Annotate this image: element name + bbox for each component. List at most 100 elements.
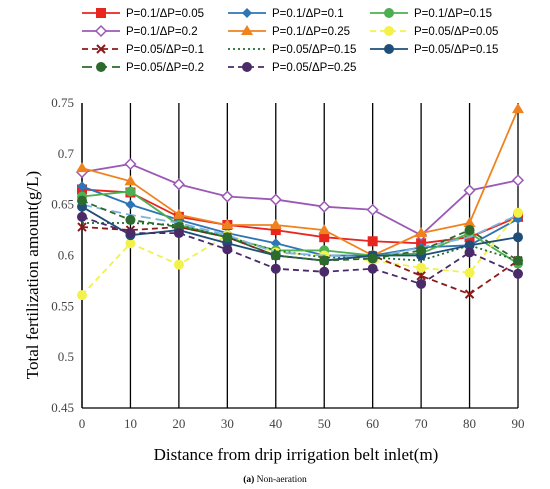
data-point (222, 232, 233, 243)
data-point (125, 199, 136, 210)
legend: P=0.1/ΔP=0.05 P=0.1/ΔP=0.1 P=0.1/ΔP=0.15 P=… (82, 8, 498, 74)
legend-label: P=0.05/ΔP=0.05 (414, 26, 498, 38)
data-point (125, 238, 136, 249)
y-axis-title: Total fertilization amount(g/L) (23, 171, 42, 379)
data-point (125, 214, 136, 225)
legend-marker (96, 44, 106, 54)
data-point (124, 157, 137, 171)
y-tick-label: 0.5 (58, 349, 74, 364)
legend-item: P=0.1/ΔP=0.2 (82, 24, 198, 38)
y-tick-label: 0.65 (51, 197, 74, 212)
series-line (81, 216, 519, 285)
data-point (513, 207, 523, 218)
data-point (319, 266, 330, 277)
legend-item: P=0.1/ΔP=0.15 (370, 8, 492, 20)
legend-item: P=0.1/ΔP=0.05 (82, 8, 204, 20)
series-12 (77, 211, 523, 289)
data-point (512, 103, 524, 114)
data-point (77, 222, 87, 232)
legend-marker (96, 8, 106, 18)
data-point (77, 195, 87, 206)
x-tick-label: 30 (221, 416, 234, 431)
data-point (463, 216, 476, 227)
series-line (81, 108, 519, 257)
legend-marker (384, 26, 394, 36)
legend-label: P=0.1/ΔP=0.1 (272, 8, 344, 20)
series-line (81, 212, 519, 296)
data-point (367, 236, 378, 247)
data-point (464, 240, 475, 251)
data-point (367, 263, 378, 274)
legend-label: P=0.1/ΔP=0.15 (414, 8, 492, 20)
series-line (81, 185, 519, 257)
data-point (416, 245, 427, 256)
series-line (81, 199, 519, 262)
legend-label: P=0.05/ΔP=0.2 (126, 62, 204, 74)
legend-marker (241, 25, 253, 35)
legend-marker-stroke (96, 44, 106, 54)
series-line (81, 188, 519, 245)
series-group (75, 103, 525, 301)
x-tick-label: 50 (318, 416, 331, 431)
series-11 (77, 195, 523, 266)
data-point (318, 224, 331, 235)
legend-label: P=0.05/ΔP=0.25 (272, 62, 356, 74)
data-point (270, 263, 281, 274)
series-line (82, 222, 519, 262)
legend-label: P=0.05/ΔP=0.15 (414, 44, 498, 56)
legend-item: P=0.1/ΔP=0.25 (228, 25, 350, 38)
x-tick-label: 90 (512, 416, 525, 431)
data-point (76, 162, 88, 173)
caption-text: Non-aeration (257, 475, 307, 485)
tick-labels: 0.45 0.5 0.55 0.6 0.65 0.7 0.75 0 10 20 30 40 50 60 70… (51, 95, 524, 431)
series-4 (75, 157, 525, 242)
figure-caption: (a) Non-aeration (243, 474, 307, 485)
data-point (415, 227, 428, 238)
data-point (367, 253, 378, 264)
data-point (319, 232, 330, 243)
data-point (416, 278, 427, 289)
data-point (464, 247, 475, 258)
data-point (221, 219, 234, 229)
series-line (81, 163, 519, 237)
data-point (270, 250, 281, 261)
legend-item: P=0.05/ΔP=0.15 (228, 44, 356, 56)
data-point (270, 225, 281, 236)
x-tick-label: 70 (415, 416, 428, 431)
legend-marker (384, 8, 394, 18)
data-point (464, 267, 475, 278)
x-tick-label: 10 (124, 416, 137, 431)
data-point (319, 255, 330, 266)
x-axis-title: Distance from drip irrigation belt inlet… (154, 445, 439, 464)
data-point (77, 181, 87, 192)
data-point (463, 184, 476, 197)
data-point (511, 174, 525, 187)
x-tick-label: 40 (269, 416, 282, 431)
plot-area: 0.45 0.5 0.55 0.6 0.65 0.7 0.75 0 10 20 30 40 50 60 70… (51, 95, 524, 431)
axes (81, 103, 518, 409)
data-point (125, 186, 136, 197)
y-tick-label: 0.6 (58, 248, 75, 263)
y-tick-label: 0.75 (51, 95, 74, 110)
data-point (416, 262, 427, 273)
caption-label: (a) (243, 474, 254, 485)
x-tick-label: 60 (366, 416, 379, 431)
legend-label: P=0.05/ΔP=0.15 (272, 44, 356, 56)
data-point-stroke (416, 271, 426, 281)
legend-item: P=0.05/ΔP=0.1 (82, 44, 204, 56)
data-point (172, 178, 185, 191)
legend-label: P=0.05/ΔP=0.1 (126, 44, 204, 56)
data-point (513, 232, 523, 243)
data-point (464, 289, 475, 299)
x-tick-label: 20 (172, 416, 185, 431)
y-tick-label: 0.45 (51, 400, 74, 415)
data-point (464, 225, 475, 236)
data-point (221, 190, 234, 203)
data-point-stroke (464, 289, 475, 299)
legend-label: P=0.1/ΔP=0.25 (272, 26, 350, 38)
legend-marker (96, 62, 106, 72)
series-line (81, 190, 519, 265)
legend-marker (242, 8, 252, 18)
legend-label: P=0.1/ΔP=0.2 (126, 26, 198, 38)
